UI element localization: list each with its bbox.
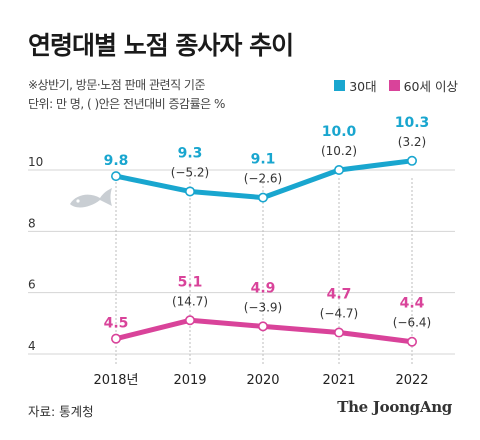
data-point [333, 165, 344, 176]
change-label: (14.7) [172, 294, 208, 308]
brand-logo: The JoongAng [337, 398, 452, 416]
data-label: 10.0 [322, 124, 357, 140]
data-label: 4.5 [104, 316, 129, 332]
x-axis-labels: 2018년 2019 2020 2021 2022 [93, 373, 428, 388]
x-tick-label: 2020 [246, 373, 279, 388]
series-layer: 9.8 9.3 (−5.2) 9.1 (−2.6) 10.0 (10.2) 10.3 (3.2)… [104, 115, 432, 347]
data-point [333, 327, 344, 338]
data-label: 5.1 [178, 274, 203, 290]
change-label: (10.2) [321, 144, 357, 158]
change-label: (−4.7) [320, 307, 359, 321]
change-label: (−5.2) [171, 165, 210, 179]
data-point [406, 336, 417, 347]
legend-swatch-60plus [388, 80, 400, 91]
chart-legend: 30대 60세 이상 [334, 76, 458, 95]
y-tick-label: 8 [28, 216, 36, 230]
data-point [406, 155, 417, 166]
data-label: 4.9 [251, 280, 276, 296]
y-tick-label: 6 [28, 278, 36, 292]
data-label: 4.4 [400, 296, 425, 312]
data-point [185, 315, 196, 326]
source-note: 자료: 통계청 [28, 404, 94, 419]
data-label: 4.7 [327, 287, 352, 303]
y-tick-label: 4 [28, 339, 36, 353]
x-tick-label: 2021 [322, 373, 355, 388]
legend-label-60plus: 60세 이상 [403, 79, 458, 94]
data-point [257, 192, 268, 203]
legend-item-60plus: 60세 이상 [388, 76, 458, 95]
chart-note-basis: ※상반기, 방문·노점 판매 관련직 기준 [28, 78, 206, 92]
data-label: 9.1 [251, 152, 276, 168]
data-label: 9.3 [178, 145, 203, 161]
legend-swatch-30s [334, 80, 346, 91]
x-tick-label: 2022 [395, 373, 428, 388]
x-tick-label: 2018년 [93, 373, 138, 388]
x-tick-label: 2019 [173, 373, 206, 388]
change-label: (−6.4) [393, 316, 432, 330]
data-point [257, 321, 268, 332]
change-label: (−2.6) [244, 172, 283, 186]
chart-title: 연령대별 노점 종사자 추이 [28, 31, 294, 60]
fish-icon [70, 188, 112, 208]
data-point [111, 333, 122, 344]
y-tick-label: 10 [28, 155, 43, 169]
data-label: 10.3 [395, 115, 430, 131]
legend-item-30s: 30대 [334, 76, 377, 95]
data-point [111, 171, 122, 182]
change-label: (3.2) [398, 135, 426, 149]
data-label: 9.8 [104, 153, 129, 169]
y-axis-labels: 4 6 8 10 [28, 155, 43, 353]
chart-note-unit: 단위: 만 명, ( )안은 전년대비 증감률은 % [28, 97, 225, 111]
data-point [185, 186, 196, 197]
change-label: (−3.9) [244, 300, 283, 314]
legend-label-30s: 30대 [349, 79, 377, 94]
